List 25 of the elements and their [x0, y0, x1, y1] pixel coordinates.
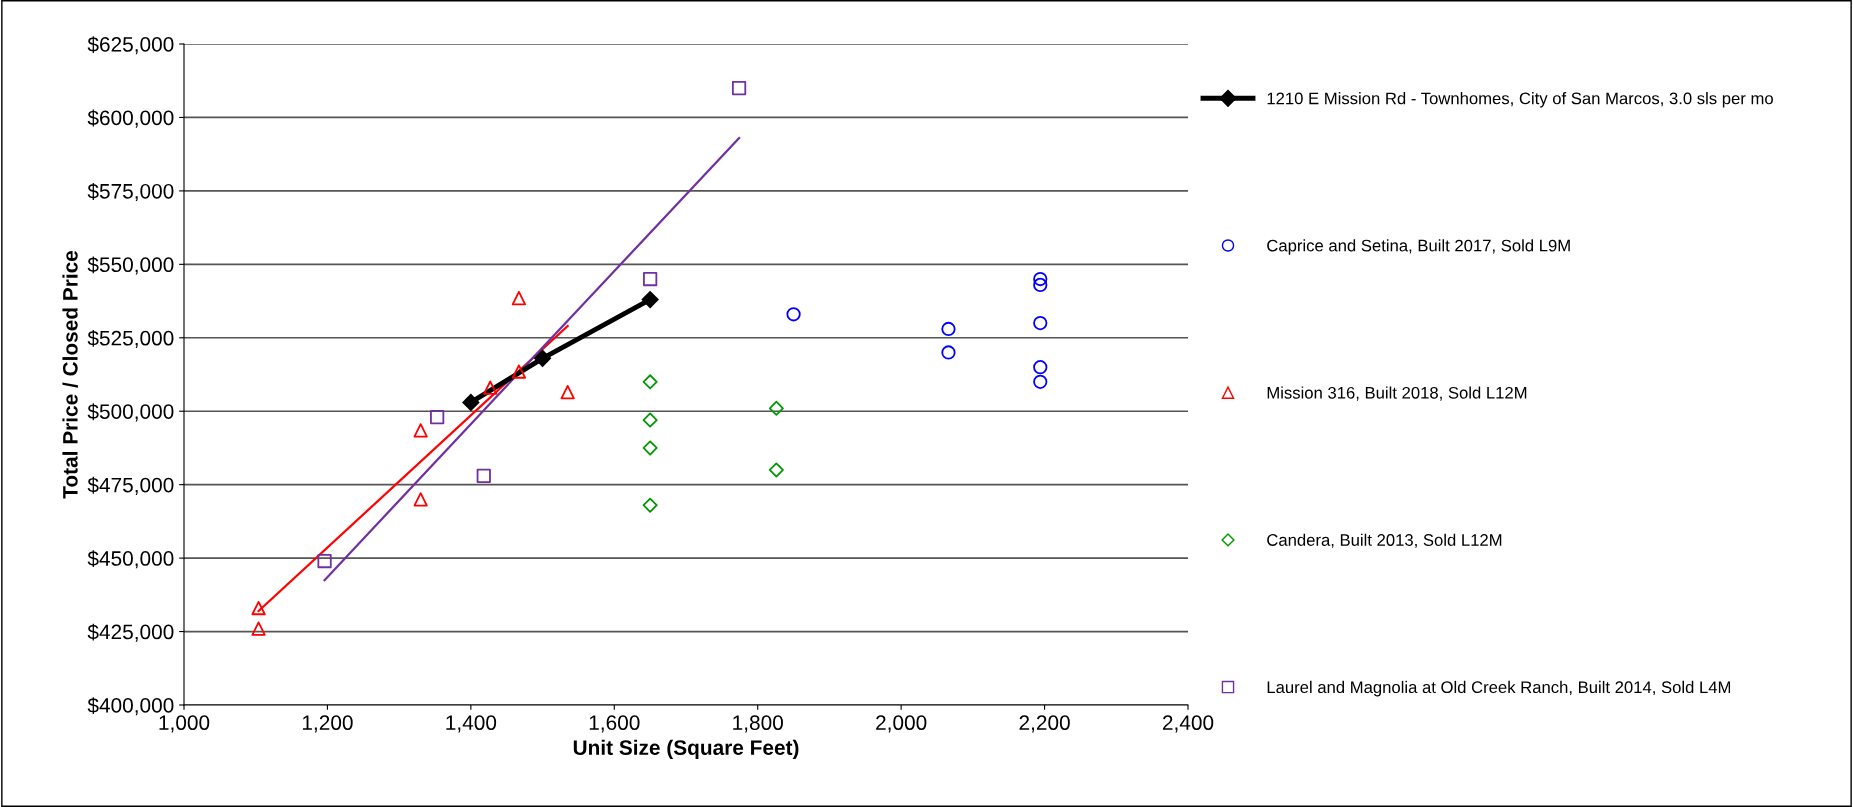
y-tick-label: $475,000: [87, 476, 174, 495]
x-tick-label: 1,200: [302, 715, 353, 733]
x-tick-label: 1,000: [159, 715, 210, 733]
y-tick-label: $600,000: [87, 109, 174, 128]
x-tick-label: 1,600: [589, 715, 640, 733]
y-tick-label: $500,000: [87, 403, 174, 422]
y-tick-label: $550,000: [87, 256, 174, 275]
y-tick-label: $625,000: [87, 36, 174, 55]
x-tick-label: 1,400: [446, 715, 497, 733]
x-axis-title: Unit Size (Square Feet): [573, 739, 799, 760]
y-axis-title: Total Price / Closed Price: [62, 250, 78, 499]
x-tick-label: 2,200: [1019, 715, 1070, 733]
legend-label: 1210 E Mission Rd - Townhomes, City of San Marcos, 3.0 sls per mo: [1267, 92, 1773, 108]
x-tick-label: 2,400: [1162, 715, 1214, 733]
legend-label: Laurel and Magnolia at Old Creek Ranch, Built 2014, Sold L4M: [1267, 680, 1731, 697]
legend-label: Candera, Built 2013, Sold L12M: [1267, 533, 1502, 548]
legend-label: Mission 316, Built 2018, Sold L12M: [1267, 386, 1527, 401]
legend-label: Caprice and Setina, Built 2017, Sold L9M: [1267, 239, 1570, 255]
y-tick-label: $450,000: [87, 550, 174, 569]
y-tick-label: $425,000: [87, 623, 174, 642]
x-tick-label: 2,000: [876, 715, 927, 733]
x-tick-label: 1,800: [733, 715, 783, 733]
y-tick-label: $525,000: [87, 329, 174, 348]
y-tick-label: $400,000: [87, 697, 174, 716]
y-tick-label: $575,000: [87, 183, 174, 202]
